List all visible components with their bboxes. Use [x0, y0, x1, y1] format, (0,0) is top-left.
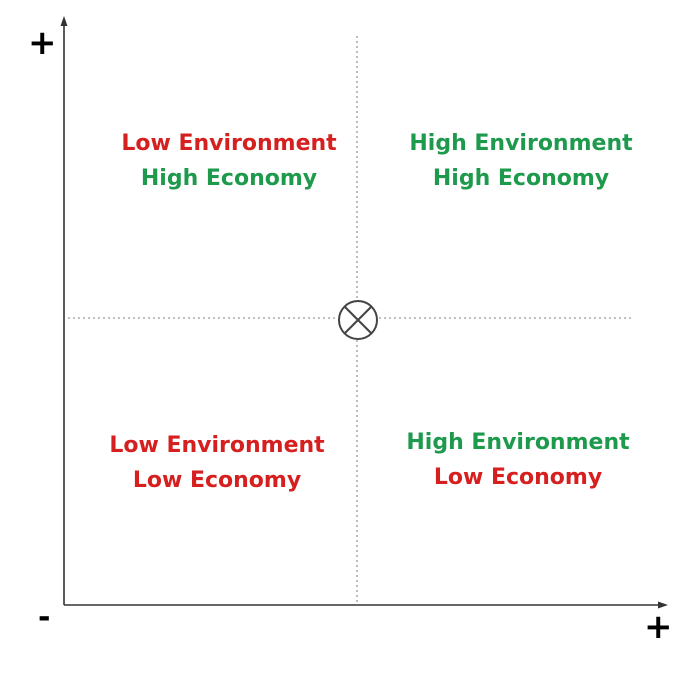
x-axis-minus-sign: - — [38, 600, 51, 635]
quadrant-bottom-left: Low Environment Low Economy — [67, 428, 367, 498]
x-axis-plus-sign: + — [644, 607, 673, 647]
quadrant-label-line1: Low Environment — [121, 131, 337, 156]
quadrant-label-line2: High Economy — [432, 166, 610, 191]
quadrant-bottom-right: High Environment Low Economy — [368, 425, 668, 495]
quadrant-label-line2: High Economy — [140, 166, 318, 191]
quadrant-label-line1: High Environment — [406, 430, 630, 455]
y-axis-plus-sign: + — [28, 23, 57, 63]
quadrant-top-left: Low Environment High Economy — [79, 126, 379, 196]
quadrant-label-line1: Low Environment — [109, 433, 325, 458]
quadrant-label-line1: High Environment — [409, 131, 633, 156]
x-axis-arrowhead — [658, 601, 668, 609]
quadrant-label-line2: Low Economy — [433, 465, 603, 490]
quadrant-label-line2: Low Economy — [132, 468, 302, 493]
quadrant-top-right: High Environment High Economy — [371, 126, 671, 196]
y-axis-arrowhead — [60, 16, 68, 26]
center-circled-x-icon — [338, 300, 378, 340]
